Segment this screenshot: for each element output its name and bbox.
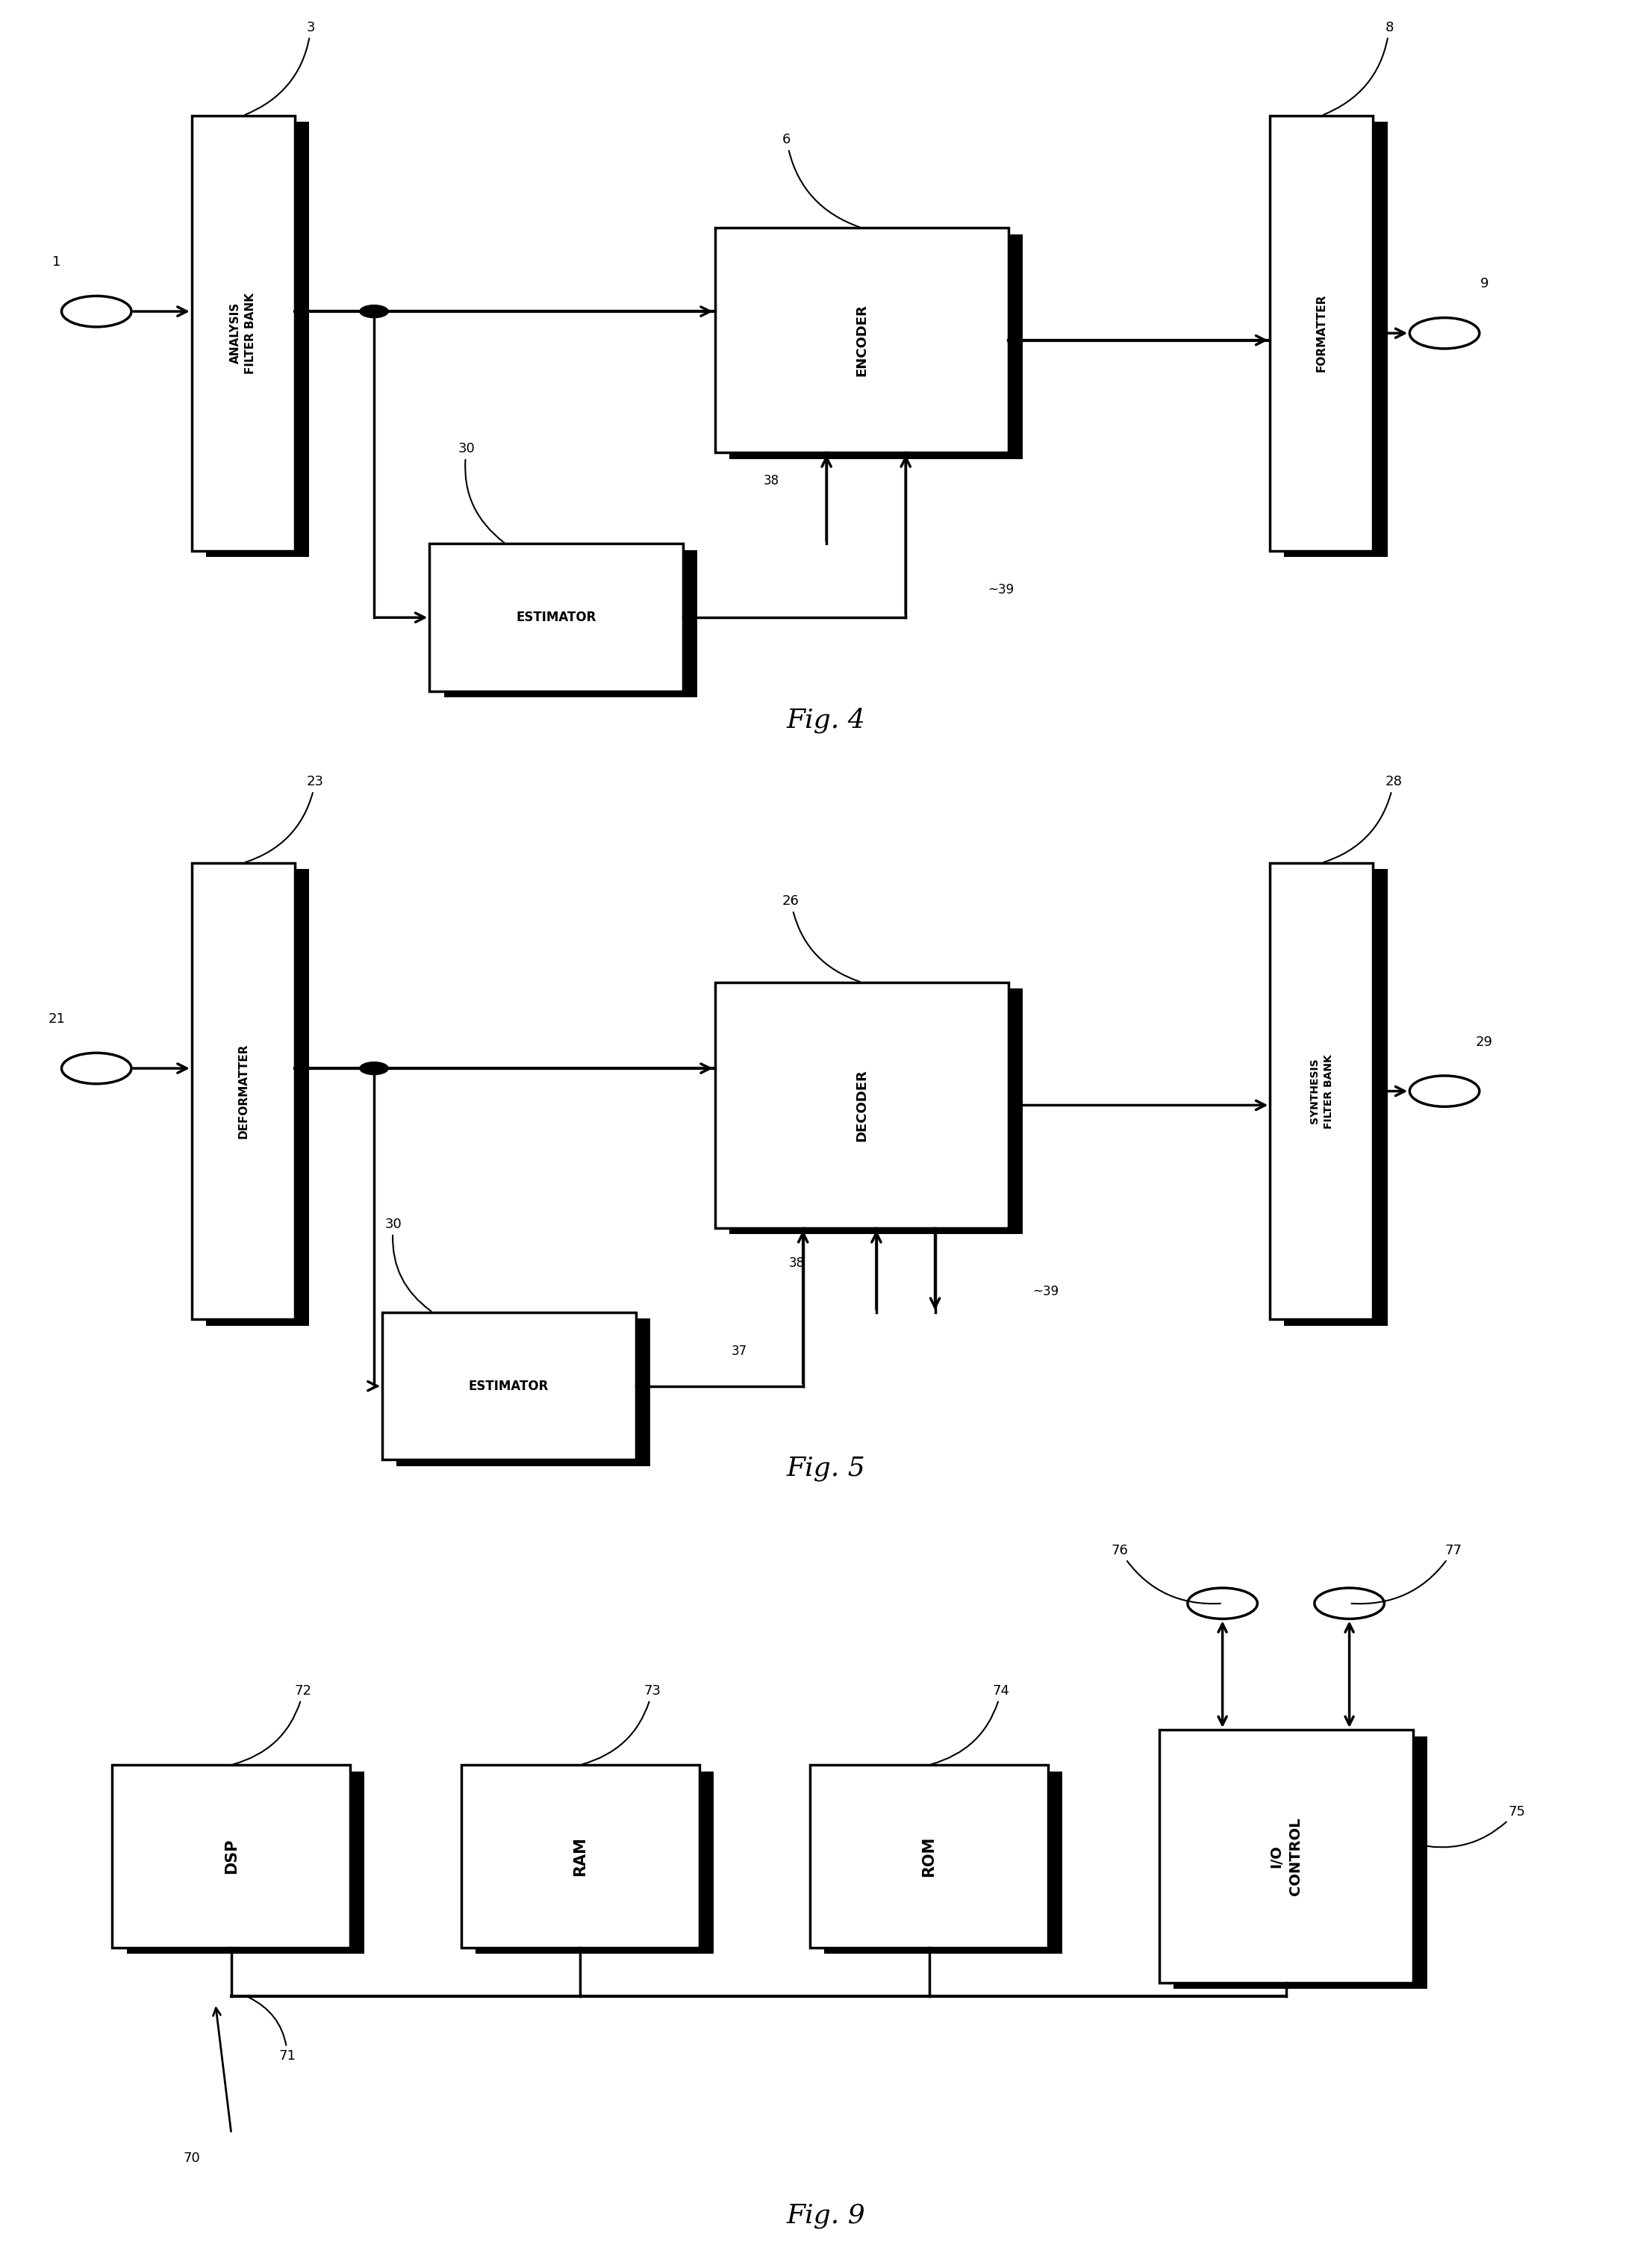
Text: 26: 26	[783, 895, 859, 981]
Bar	[206, 870, 309, 1325]
Text: SYNTHESIS
FILTER BANK: SYNTHESIS FILTER BANK	[1310, 1053, 1333, 1128]
Circle shape	[1409, 1076, 1480, 1108]
Text: ESTIMATOR: ESTIMATOR	[517, 612, 596, 625]
Text: Fig. 9: Fig. 9	[786, 2204, 866, 2229]
Bar	[206, 122, 309, 557]
Circle shape	[360, 1062, 388, 1074]
Circle shape	[1409, 317, 1480, 349]
Bar	[809, 1764, 1047, 1948]
Text: 71: 71	[249, 1998, 296, 2063]
Text: 1: 1	[53, 256, 61, 270]
Text: ~39: ~39	[1032, 1284, 1059, 1298]
Text: Fig. 4: Fig. 4	[786, 707, 866, 734]
Bar	[192, 863, 294, 1318]
Bar	[476, 1771, 714, 1955]
Text: 6: 6	[783, 134, 859, 227]
Text: ESTIMATOR: ESTIMATOR	[469, 1379, 548, 1393]
Text: 37: 37	[732, 1343, 747, 1357]
Text: 75: 75	[1414, 1805, 1525, 1848]
Bar	[715, 229, 1008, 453]
Bar	[1270, 863, 1373, 1318]
Text: ROM: ROM	[922, 1837, 937, 1875]
Bar	[1173, 1735, 1427, 1989]
Text: ENCODER: ENCODER	[856, 304, 869, 376]
Circle shape	[61, 297, 132, 326]
Bar	[382, 1311, 636, 1459]
Text: DECODER: DECODER	[856, 1069, 869, 1142]
Text: 29: 29	[1475, 1035, 1493, 1049]
Bar	[444, 550, 697, 698]
Text: I/O
CONTROL: I/O CONTROL	[1269, 1817, 1302, 1896]
Bar	[715, 983, 1008, 1228]
Text: 72: 72	[233, 1685, 312, 1764]
Text: ~39: ~39	[988, 582, 1014, 596]
Text: 3: 3	[244, 20, 316, 116]
Bar	[461, 1764, 699, 1948]
Text: 8: 8	[1323, 20, 1394, 116]
Bar	[112, 1764, 350, 1948]
Circle shape	[360, 306, 388, 317]
Text: ANALYSIS
FILTER BANK: ANALYSIS FILTER BANK	[230, 292, 256, 374]
Bar	[396, 1318, 649, 1465]
Circle shape	[1188, 1588, 1257, 1619]
Bar	[192, 116, 294, 550]
Bar	[1284, 122, 1388, 557]
Text: FORMATTER: FORMATTER	[1317, 294, 1327, 371]
Text: 9: 9	[1480, 276, 1488, 290]
Bar	[729, 233, 1023, 460]
Bar	[430, 544, 684, 691]
Text: 30: 30	[458, 442, 504, 544]
Bar	[127, 1771, 365, 1955]
Bar	[1160, 1730, 1412, 1982]
Text: 38: 38	[790, 1257, 805, 1271]
Text: 21: 21	[48, 1012, 66, 1026]
Text: Fig. 5: Fig. 5	[786, 1456, 866, 1481]
Text: 73: 73	[582, 1685, 661, 1764]
Text: 38: 38	[763, 473, 778, 487]
Text: 23: 23	[244, 775, 324, 863]
Text: 77: 77	[1351, 1545, 1462, 1604]
Text: 76: 76	[1112, 1545, 1221, 1604]
Bar	[729, 988, 1023, 1234]
Text: 74: 74	[932, 1685, 1009, 1764]
Text: 70: 70	[183, 2152, 200, 2165]
Circle shape	[1315, 1588, 1384, 1619]
Text: DSP: DSP	[223, 1839, 240, 1873]
Text: DEFORMATTER: DEFORMATTER	[238, 1044, 249, 1139]
Text: 28: 28	[1323, 775, 1403, 863]
Bar	[1270, 116, 1373, 550]
Bar	[824, 1771, 1062, 1955]
Text: RAM: RAM	[573, 1837, 588, 1875]
Text: 30: 30	[385, 1219, 431, 1311]
Circle shape	[61, 1053, 132, 1083]
Bar	[1284, 870, 1388, 1325]
